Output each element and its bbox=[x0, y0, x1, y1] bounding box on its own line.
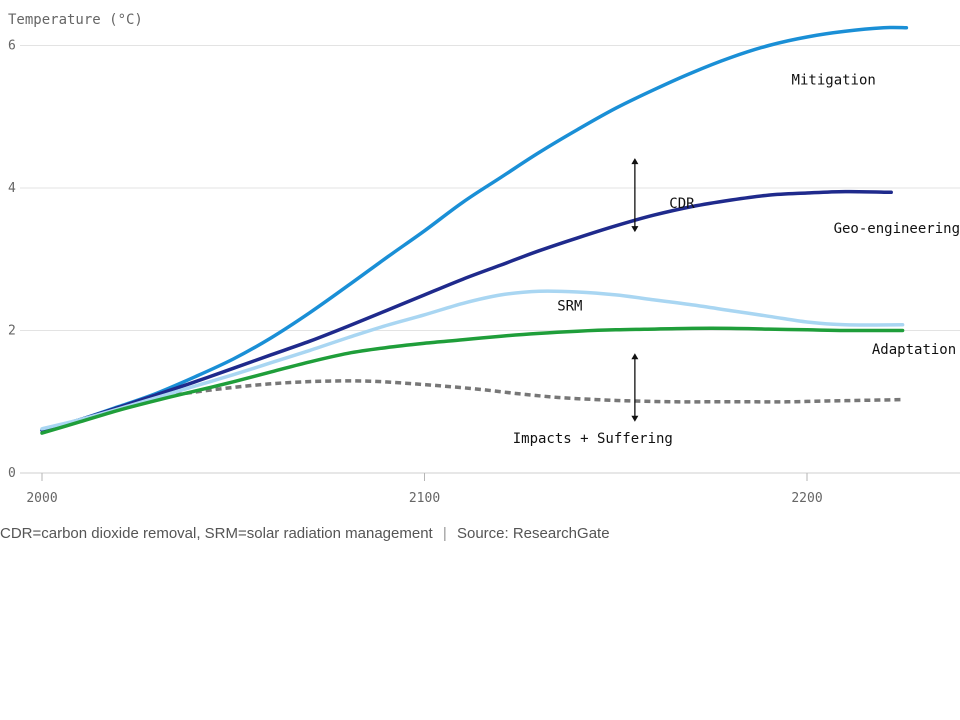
x-tick-label-2200: 2200 bbox=[791, 491, 822, 506]
series-line-impacts-suffering bbox=[175, 379, 903, 404]
impacts-arrow bbox=[631, 353, 639, 422]
label-impacts-suffering: Impacts + Suffering bbox=[513, 431, 673, 447]
temperature-chart: 0 2 4 6 2000 2100 2200 Mitigation CDR Geo-engine… bbox=[8, 12, 960, 506]
label-srm: SRM bbox=[557, 299, 582, 315]
x-tick-label-2000: 2000 bbox=[26, 491, 57, 506]
series-line-adaptation bbox=[40, 326, 905, 435]
impacts-arrow-head-top bbox=[631, 353, 639, 360]
series-line-srm bbox=[40, 289, 905, 431]
y-tick-label-6: 6 bbox=[8, 39, 16, 54]
series-line-geo-engineering bbox=[40, 189, 893, 433]
label-mitigation: Mitigation bbox=[792, 73, 876, 89]
cdr-arrow-head-bottom bbox=[631, 226, 639, 233]
y-tick-label-4: 4 bbox=[8, 181, 16, 196]
caption-source: Source: ResearchGate bbox=[456, 525, 610, 542]
cdr-arrow-head-top bbox=[631, 158, 639, 165]
caption-definitions: CDR=carbon dioxide removal, SRM=solar ra… bbox=[0, 525, 433, 542]
label-cdr: CDR bbox=[669, 196, 695, 212]
x-tick-label-2100: 2100 bbox=[409, 491, 440, 506]
arrow-layer bbox=[631, 158, 639, 422]
y-tick-label-0: 0 bbox=[8, 466, 16, 481]
label-adaptation: Adaptation bbox=[872, 342, 956, 358]
series-layer bbox=[40, 25, 909, 435]
label-geo-engineering: Geo-engineering bbox=[834, 221, 960, 237]
chart-caption: CDR=carbon dioxide removal, SRM=solar ra… bbox=[0, 525, 610, 542]
label-layer: Mitigation CDR Geo-engineering SRM Adaptatio… bbox=[513, 73, 960, 447]
impacts-arrow-head-bottom bbox=[631, 415, 639, 422]
y-tick-label-2: 2 bbox=[8, 324, 16, 339]
caption-separator: | bbox=[442, 525, 447, 542]
y-axis-title: Temperature (°C) bbox=[8, 12, 143, 28]
series-line-mitigation bbox=[40, 25, 909, 433]
cdr-arrow bbox=[631, 158, 639, 233]
